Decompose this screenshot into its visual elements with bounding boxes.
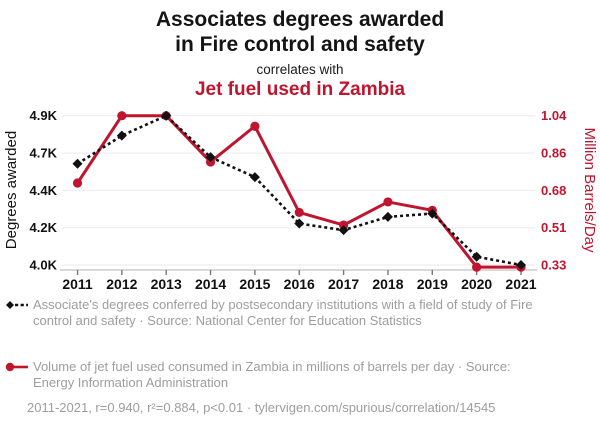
line-chart-plot: 4.9K 4.7K 4.4K 4.2K 4.0K 1.04 0.86 0.68 0.51 0.33… — [3, 108, 598, 292]
svg-text:4.0K: 4.0K — [30, 258, 58, 273]
legend-text-jet-fuel: Volume of jet fuel used consumed in Zamb… — [33, 359, 511, 390]
svg-text:4.9K: 4.9K — [30, 108, 58, 123]
svg-text:2020: 2020 — [461, 276, 492, 292]
svg-text:0.33: 0.33 — [541, 258, 566, 273]
gridlines — [62, 114, 535, 266]
left-axis-tick-labels: 4.9K 4.7K 4.4K 4.2K 4.0K — [30, 108, 58, 272]
svg-text:2015: 2015 — [239, 276, 270, 292]
svg-text:2012: 2012 — [106, 276, 137, 292]
svg-text:2017: 2017 — [328, 276, 359, 292]
series-degrees-awarded — [72, 110, 526, 270]
chart-title-line2: in Fire control and safety — [175, 33, 425, 56]
legend-text-degrees: Associate's degrees conferred by postsec… — [33, 297, 533, 328]
legend-item-degrees: Associate's degrees conferred by postsec… — [5, 297, 538, 329]
black-diamond-dashed-legend-icon — [6, 301, 28, 309]
svg-text:2016: 2016 — [284, 276, 315, 292]
chart-title: Associates degrees awarded in Fire contr… — [0, 7, 600, 57]
svg-text:2014: 2014 — [195, 276, 226, 292]
chart-red-title: Jet fuel used in Zambia — [194, 79, 406, 100]
svg-text:4.7K: 4.7K — [30, 146, 58, 161]
svg-text:1.04: 1.04 — [541, 108, 567, 123]
svg-text:0.68: 0.68 — [541, 183, 566, 198]
svg-text:0.51: 0.51 — [541, 220, 566, 235]
svg-text:2018: 2018 — [372, 276, 403, 292]
svg-text:2021: 2021 — [505, 276, 536, 292]
left-axis-title: Degrees awarded — [3, 131, 20, 249]
svg-text:2019: 2019 — [417, 276, 448, 292]
svg-text:4.4K: 4.4K — [30, 183, 58, 198]
legend-item-jet-fuel: Volume of jet fuel used consumed in Zamb… — [5, 359, 538, 391]
red-circle-solid-legend-icon — [5, 362, 28, 372]
chart-title-line1: Associates degrees awarded — [155, 8, 445, 31]
chart-subtitle: correlates with — [256, 62, 344, 77]
svg-text:4.2K: 4.2K — [30, 220, 58, 235]
svg-text:2013: 2013 — [151, 276, 182, 292]
right-axis-title: Million Barrels/Day — [581, 127, 598, 253]
x-axis: 2011 2012 2013 2014 2015 2016 2017 2018 2019 2020… — [60, 269, 537, 292]
svg-text:2011: 2011 — [62, 276, 93, 292]
right-axis-tick-labels: 1.04 0.86 0.68 0.51 0.33 — [541, 108, 567, 272]
svg-text:0.86: 0.86 — [541, 146, 566, 161]
series-jet-fuel — [72, 111, 526, 272]
stats-and-source-url: 2011-2021, r=0.940, r²=0.884, p<0.01 · t… — [27, 400, 496, 415]
